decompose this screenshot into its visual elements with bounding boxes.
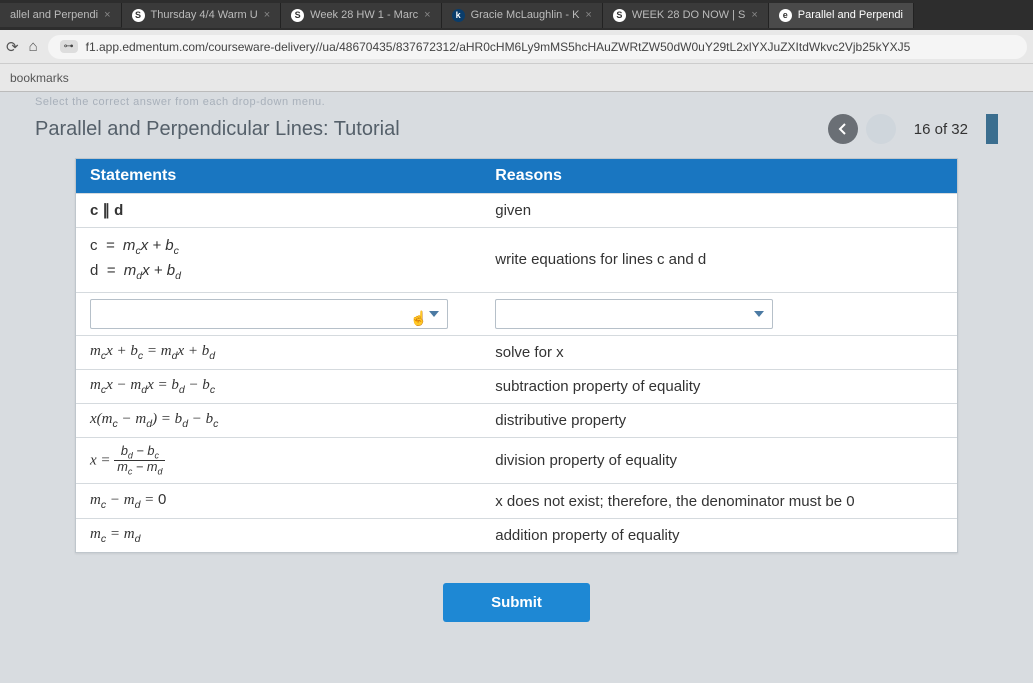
tab-6-active[interactable]: e Parallel and Perpendi: [769, 3, 914, 28]
close-icon[interactable]: ×: [424, 9, 430, 21]
prev-button[interactable]: [828, 114, 858, 144]
bookmarks-label: bookmarks: [10, 71, 69, 85]
statement-cell: c = mcx + bc d = mdx + bd: [76, 228, 481, 293]
reason-cell: subtraction property of equality: [481, 369, 957, 403]
statement-cell: c ∥ d: [76, 194, 481, 228]
next-button[interactable]: [866, 114, 896, 144]
page-content: Select the correct answer from each drop…: [0, 92, 1033, 683]
cursor-icon: ☝: [410, 310, 427, 327]
tab-favicon: S: [132, 9, 145, 22]
table-row: mc = md addition property of equality: [76, 519, 957, 553]
close-icon[interactable]: ×: [104, 9, 110, 21]
submit-button[interactable]: Submit: [443, 583, 590, 622]
page-counter: 16 of 32: [914, 121, 968, 138]
col-header-reasons: Reasons: [481, 159, 957, 194]
page-header: Parallel and Perpendicular Lines: Tutori…: [35, 110, 998, 158]
tab-1[interactable]: allel and Perpendi ×: [0, 3, 122, 27]
statement-cell: mc − md = 0: [76, 484, 481, 519]
reason-dropdown-cell: [481, 292, 957, 335]
table-row: mc − md = 0 x does not exist; therefore,…: [76, 484, 957, 519]
tab-3[interactable]: S Week 28 HW 1 - Marc ×: [281, 3, 441, 28]
instruction-text: Select the correct answer from each drop…: [35, 92, 998, 110]
tab-label: Parallel and Perpendi: [798, 9, 903, 21]
tab-label: Thursday 4/4 Warm U: [151, 9, 258, 21]
reason-cell: x does not exist; therefore, the denomin…: [481, 484, 957, 519]
tab-favicon: S: [613, 9, 626, 22]
reason-cell: division property of equality: [481, 437, 957, 484]
statement-cell: mc = md: [76, 519, 481, 553]
col-header-statements: Statements: [76, 159, 481, 194]
address-bar: ⟳ ⌂ ⊶ f1.app.edmentum.com/courseware-del…: [0, 30, 1033, 64]
nav-controls: 16 of 32: [828, 114, 998, 144]
tab-label: Gracie McLaughlin - K: [471, 9, 580, 21]
side-accent: [986, 114, 998, 144]
submit-row: Submit: [35, 583, 998, 622]
tab-label: WEEK 28 DO NOW | S: [632, 9, 746, 21]
close-icon[interactable]: ×: [264, 9, 270, 21]
statement-cell: mcx + bc = mdx + bd: [76, 335, 481, 369]
tab-5[interactable]: S WEEK 28 DO NOW | S ×: [603, 3, 769, 28]
reason-dropdown[interactable]: [495, 299, 773, 329]
chevron-down-icon: [429, 311, 439, 317]
statement-cell: x = bd − bcmc − md: [76, 437, 481, 484]
reason-cell: distributive property: [481, 403, 957, 437]
table-row: x = bd − bcmc − md division property of …: [76, 437, 957, 484]
tab-favicon: k: [452, 9, 465, 22]
tab-favicon: e: [779, 9, 792, 22]
reason-cell: write equations for lines c and d: [481, 228, 957, 293]
tab-4[interactable]: k Gracie McLaughlin - K ×: [442, 3, 603, 28]
statement-cell: x(mc − md) = bd − bc: [76, 403, 481, 437]
home-icon[interactable]: ⌂: [29, 38, 38, 55]
chevron-down-icon: [754, 311, 764, 317]
url-input[interactable]: ⊶ f1.app.edmentum.com/courseware-deliver…: [48, 35, 1027, 59]
reason-cell: solve for x: [481, 335, 957, 369]
tab-favicon: S: [291, 9, 304, 22]
proof-table: Statements Reasons c ∥ d given c = mcx +…: [75, 158, 958, 553]
reason-cell: given: [481, 194, 957, 228]
table-row: c = mcx + bc d = mdx + bd write equation…: [76, 228, 957, 293]
close-icon[interactable]: ×: [585, 9, 591, 21]
site-chip-icon: ⊶: [60, 40, 78, 53]
statement-cell: mcx − mdx = bd − bc: [76, 369, 481, 403]
tab-label: Week 28 HW 1 - Marc: [310, 9, 418, 21]
table-row: x(mc − md) = bd − bc distributive proper…: [76, 403, 957, 437]
tab-label: allel and Perpendi: [10, 9, 98, 21]
table-row: mcx + bc = mdx + bd solve for x: [76, 335, 957, 369]
table-row: mcx − mdx = bd − bc subtraction property…: [76, 369, 957, 403]
table-row: c ∥ d given: [76, 194, 957, 228]
statement-dropdown[interactable]: ☝: [90, 299, 448, 329]
url-text: f1.app.edmentum.com/courseware-delivery/…: [86, 40, 911, 54]
reload-icon[interactable]: ⟳: [6, 38, 19, 56]
statement-dropdown-cell: ☝: [76, 292, 481, 335]
close-icon[interactable]: ×: [751, 9, 757, 21]
reason-cell: addition property of equality: [481, 519, 957, 553]
page-title: Parallel and Perpendicular Lines: Tutori…: [35, 118, 400, 141]
tab-2[interactable]: S Thursday 4/4 Warm U ×: [122, 3, 282, 28]
table-row-dropdown: ☝: [76, 292, 957, 335]
browser-tab-bar: allel and Perpendi × S Thursday 4/4 Warm U…: [0, 0, 1033, 30]
bookmarks-bar[interactable]: bookmarks: [0, 64, 1033, 92]
